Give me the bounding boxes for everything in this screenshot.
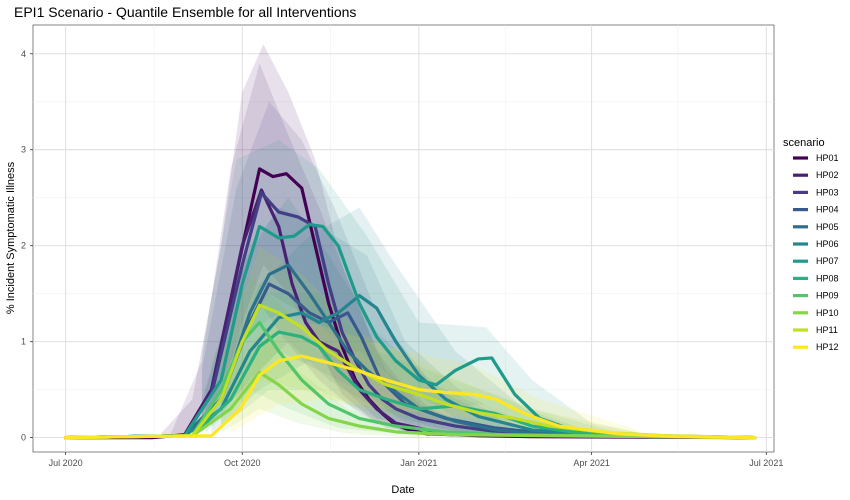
ribbon-hp03 (201, 101, 515, 438)
legend-label-hp08: HP08 (816, 273, 839, 283)
ribbon-hp04 (201, 207, 533, 438)
series-line-hp03 (64, 191, 757, 440)
y-axis: 0 1 2 3 4 (21, 49, 33, 443)
series-line-hp12 (64, 354, 757, 440)
grid-lines (33, 25, 774, 452)
series-line-hp10 (64, 370, 757, 440)
series-line-hp06 (64, 293, 757, 440)
legend-label-hp01: HP01 (816, 153, 839, 163)
chart-title: EPI1 Scenario - Quantile Ensemble for al… (14, 4, 357, 20)
x-axis: Jul 2020 Oct 2020 Jan 2021 Apr 2021 Jul 2021 (49, 452, 783, 468)
ribbon-hp02 (171, 63, 506, 438)
x-tick-label: Jan 2021 (400, 458, 437, 468)
ribbon-hp08 (221, 293, 619, 438)
legend-label-hp03: HP03 (816, 187, 839, 197)
x-tick-label: Jul 2020 (49, 458, 83, 468)
legend-label-hp09: HP09 (816, 291, 839, 301)
ribbon-hp05 (205, 197, 515, 438)
ribbon-hp06 (211, 207, 592, 438)
legend-label-hp05: HP05 (816, 222, 839, 232)
legend-label-hp06: HP06 (816, 239, 839, 249)
legend-label-hp07: HP07 (816, 256, 839, 266)
ribbon-hp10 (221, 332, 419, 438)
x-tick-label: Jul 2021 (749, 458, 783, 468)
y-tick-label: 2 (21, 241, 26, 251)
plot-background (32, 24, 775, 453)
legend-label-hp04: HP04 (816, 205, 839, 215)
y-tick-label: 0 (21, 433, 26, 443)
ribbon-hp01 (161, 44, 559, 438)
legend-title: scenario (783, 137, 825, 149)
series-line-hp08 (64, 330, 757, 440)
series-line-hp09 (64, 320, 757, 440)
y-tick-label: 1 (21, 337, 26, 347)
legend-label-hp11: HP11 (816, 325, 838, 335)
series-line-layer (64, 167, 757, 440)
legend: scenario HP01 HP02 HP03 HP04 HP05 HP06 HP07 HP0… (783, 137, 839, 352)
y-tick-label: 3 (21, 145, 26, 155)
x-tick-label: Apr 2021 (573, 458, 610, 468)
ribbon-hp11 (221, 245, 638, 438)
x-axis-title: Date (391, 484, 414, 496)
y-tick-label: 4 (21, 49, 26, 59)
legend-label-hp10: HP10 (816, 308, 839, 318)
series-line-hp07 (64, 222, 757, 440)
legend-label-hp02: HP02 (816, 170, 839, 180)
x-tick-label: Oct 2020 (224, 458, 261, 468)
y-axis-title: % Incident Symptomatic Illness (5, 161, 17, 314)
legend-label-hp12: HP12 (816, 342, 839, 352)
ribbon-hp07 (201, 140, 650, 438)
